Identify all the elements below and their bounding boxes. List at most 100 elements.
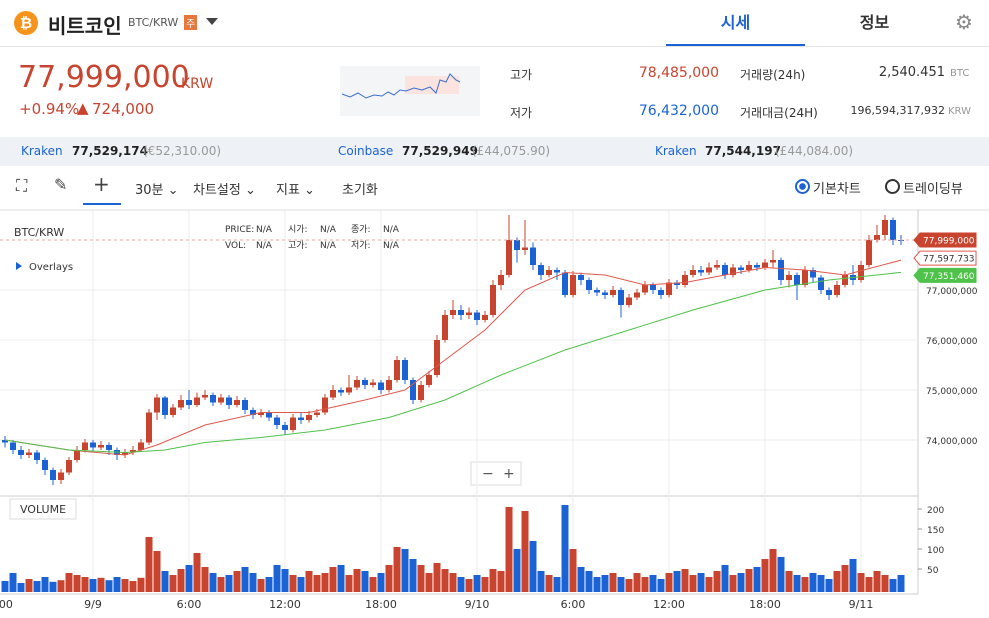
- tool-underline: [83, 203, 121, 205]
- x-tick-label: 9/10: [465, 598, 490, 611]
- volume-bar: [521, 511, 529, 592]
- candle-body: [130, 450, 136, 453]
- candle-body: [714, 265, 720, 268]
- candle-body: [354, 380, 360, 388]
- candle-body: [802, 270, 808, 285]
- volume-bar: [417, 565, 425, 592]
- candle-body: [810, 270, 816, 278]
- candle-body: [434, 340, 440, 375]
- volume-bar: [241, 567, 249, 592]
- fullscreen-icon[interactable]: ⛶: [16, 176, 28, 195]
- volume-bar: [513, 549, 521, 592]
- volume-bar: [249, 573, 257, 592]
- volume-bar: [233, 571, 241, 592]
- volume-bar: [177, 569, 185, 592]
- indicators-menu[interactable]: 지표 ⌄: [276, 183, 315, 198]
- candle-body: [442, 315, 448, 340]
- draw-icon[interactable]: ✎: [54, 175, 68, 194]
- price-tag-label: 77,597,733: [923, 255, 975, 265]
- radio-off[interactable]: [885, 179, 900, 194]
- volume-bar: [193, 553, 201, 592]
- candle-body: [298, 417, 304, 420]
- candle-body: [682, 275, 688, 285]
- candle-body: [690, 270, 696, 275]
- candle-body: [266, 412, 272, 418]
- y-tick-label: 76,000,000: [926, 337, 978, 347]
- volume-bar: [25, 579, 33, 592]
- interval-text: 30분: [135, 183, 164, 198]
- stat-label: 저가: [510, 106, 533, 120]
- candle-body: [386, 380, 392, 390]
- volume-bar: [537, 571, 545, 592]
- volume-bar: [41, 577, 49, 592]
- reset[interactable]: 초기화: [342, 183, 378, 198]
- volume-bar: [113, 577, 121, 592]
- exchange-name: Kraken: [21, 144, 63, 158]
- candle-body: [154, 397, 160, 413]
- volume-bar: [145, 537, 153, 592]
- candle-body: [746, 265, 752, 270]
- candle-body: [522, 247, 528, 250]
- settings-menu[interactable]: 차트설정 ⌄: [193, 183, 256, 198]
- current-price: 77,999,000: [18, 60, 190, 95]
- moving-average: [4, 259, 902, 456]
- candle-body: [418, 385, 424, 400]
- volume-tick-label: 50: [927, 566, 939, 576]
- change-arrow: ▲: [77, 99, 89, 117]
- volume-bar: [121, 579, 129, 592]
- volume-bar: [345, 575, 353, 592]
- candle-body: [730, 267, 736, 275]
- stat-value: 76,432,000: [638, 103, 719, 119]
- zoom-box: [470, 461, 522, 486]
- exchange-price: 77,529,174: [72, 144, 148, 158]
- settings-icon[interactable]: ⚙: [955, 10, 973, 34]
- volume-bar: [1, 581, 9, 592]
- candle-body: [866, 240, 872, 265]
- volume-bar: [585, 571, 593, 592]
- tab[interactable]: 시세: [666, 0, 805, 47]
- volume-bar: [305, 571, 313, 592]
- candle-body: [250, 410, 256, 415]
- zoom-out[interactable]: −: [482, 466, 494, 482]
- exchange-name: Kraken: [655, 144, 697, 158]
- volume-bar: [609, 573, 617, 592]
- candle-body: [306, 415, 312, 420]
- candle-body: [666, 282, 672, 295]
- candle-body: [754, 265, 760, 268]
- info-text: N/A: [383, 241, 400, 251]
- stat-label: 고가: [510, 68, 533, 82]
- candle-body: [834, 285, 840, 295]
- mode-label[interactable]: 트레이딩뷰: [903, 182, 963, 197]
- volume-tick-label: 100: [927, 546, 944, 556]
- volume-bar: [81, 577, 89, 592]
- volume-bar: [657, 579, 665, 592]
- price-tag: [913, 232, 977, 248]
- candle-body: [578, 275, 584, 280]
- volume-bar: [49, 581, 57, 592]
- x-tick-label: 9/9: [84, 598, 102, 611]
- price-unit: KRW: [181, 76, 214, 92]
- dropdown[interactable]: [206, 18, 218, 25]
- candle-body: [570, 275, 576, 295]
- candle-body: [218, 397, 224, 403]
- tab[interactable]: 정보: [859, 13, 890, 32]
- overlays[interactable]: Overlays: [29, 262, 73, 273]
- volume-bar: [801, 577, 809, 592]
- info-text: 저가:: [351, 240, 371, 251]
- interval[interactable]: 30분 ⌄: [135, 183, 179, 198]
- candle-body: [50, 470, 56, 480]
- volume-bar: [369, 577, 377, 592]
- volume-bar: [457, 577, 465, 592]
- candle-body: [818, 277, 824, 290]
- zoom-in[interactable]: +: [503, 466, 515, 482]
- radio-on[interactable]: [795, 179, 810, 194]
- candle-body: [122, 452, 128, 455]
- candle-body: [602, 292, 608, 295]
- volume-bar: [105, 580, 113, 592]
- indicators-text: 지표: [276, 183, 300, 198]
- mode-label[interactable]: 기본차트: [813, 182, 861, 197]
- volume-bar: [65, 573, 73, 592]
- volume-bar: [321, 573, 329, 592]
- crosshair-icon[interactable]: +: [93, 172, 110, 196]
